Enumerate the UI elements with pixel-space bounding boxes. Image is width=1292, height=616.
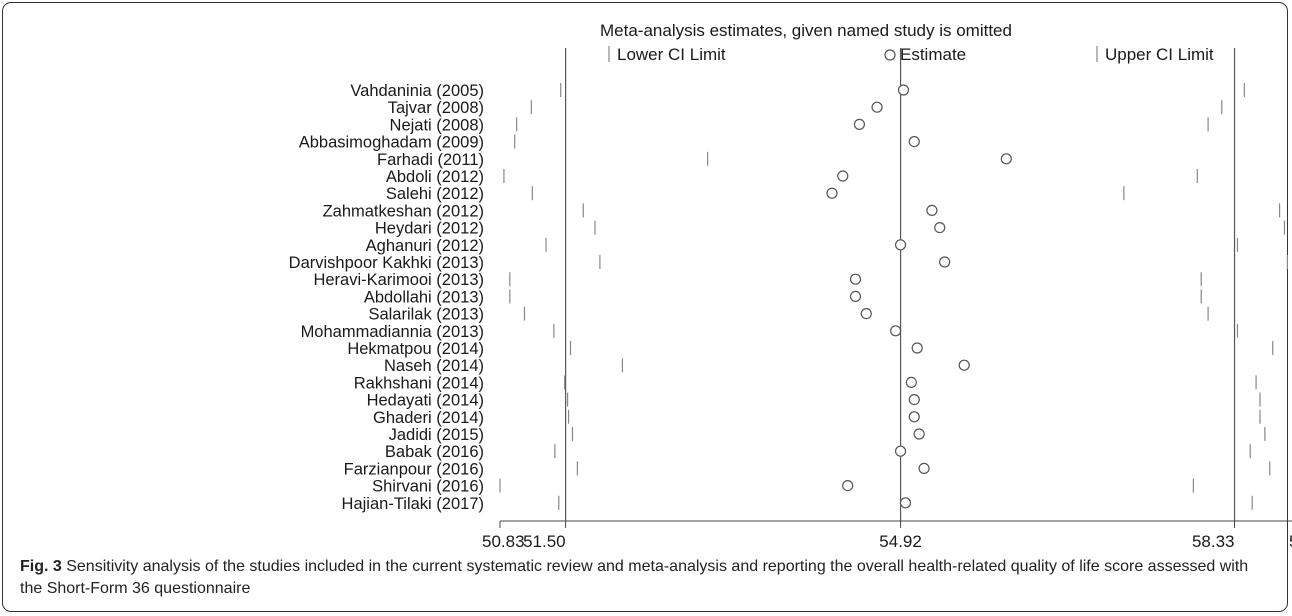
study-row (499, 478, 1194, 493)
study-label: Hajian-Tilaki (2017) (342, 495, 484, 513)
study-label: Hedayati (2014) (367, 392, 484, 410)
estimate-point (908, 394, 920, 406)
chart-title: Meta-analysis estimates, given named stu… (600, 21, 1012, 40)
caption-label: Fig. 3 (20, 558, 62, 575)
study-label: Abbasimoghadam (2009) (299, 134, 484, 152)
estimate-point (894, 445, 907, 457)
estimate-point (958, 359, 970, 371)
study-label: Tajvar (2008) (388, 99, 484, 117)
study-marks (499, 83, 1289, 510)
figure-caption: Fig. 3 Sensitivity analysis of the studi… (20, 556, 1272, 600)
estimate-point (853, 118, 866, 131)
estimate-point (826, 187, 838, 199)
study-label: Ghaderi (2014) (373, 409, 484, 427)
estimate-point (899, 497, 912, 509)
legend-estimate-marker (884, 49, 896, 61)
study-label: Abdoli (2012) (386, 168, 484, 186)
estimate-point (918, 462, 930, 474)
study-row (516, 117, 1209, 132)
study-label: Jadidi (2015) (389, 426, 484, 444)
study-label: Farzianpour (2016) (344, 460, 484, 478)
study-row (576, 461, 1271, 476)
study-row (569, 341, 1274, 355)
estimate-point (908, 411, 920, 423)
study-row (531, 186, 1125, 201)
study-label: Shirvani (2016) (372, 478, 484, 496)
x-tick-label: 59.07 (1289, 532, 1292, 551)
estimate-point (913, 428, 925, 440)
estimate-point (894, 239, 907, 251)
study-row (560, 83, 1245, 97)
estimate-point (849, 273, 862, 285)
study-row (514, 134, 920, 149)
x-tick-label: 50.83 (482, 532, 525, 551)
legend-lower-label: Lower CI Limit (617, 45, 726, 64)
study-label: Salehi (2012) (386, 185, 484, 203)
study-row (582, 203, 1281, 218)
estimate-point (897, 84, 910, 96)
study-row (503, 169, 1198, 183)
estimate-point (934, 222, 946, 234)
study-row (564, 375, 1257, 390)
legend-estimate-label: Estimate (900, 45, 966, 64)
study-row (509, 272, 1202, 287)
estimate-point (905, 376, 917, 388)
caption-text: Sensitivity analysis of the studies incl… (20, 558, 1249, 597)
study-label: Zahmatkeshan (2012) (323, 202, 484, 220)
estimate-point (890, 325, 902, 337)
estimate-point (908, 136, 920, 148)
legend: Lower CI Limit Estimate Upper CI Limit (608, 45, 1214, 64)
study-label: Mohammadiannia (2013) (301, 323, 484, 341)
study-label: Heydari (2012) (375, 220, 484, 238)
study-row (566, 392, 1261, 407)
study-labels: Vahdaninia (2005)Tajvar (2008)Nejati (20… (289, 82, 484, 513)
study-row (553, 323, 1239, 338)
estimate-point (860, 308, 872, 320)
estimate-point (911, 342, 923, 354)
study-row (621, 358, 970, 373)
estimate-point (871, 101, 883, 113)
study-row (571, 427, 1266, 441)
x-tick-label: 51.50 (523, 532, 566, 551)
study-row (707, 151, 1012, 166)
x-tick-label: 58.33 (1192, 532, 1235, 551)
study-row (545, 237, 1239, 252)
study-label: Farhadi (2011) (377, 151, 484, 169)
study-label: Hekmatpou (2014) (347, 340, 484, 358)
estimate-point (837, 170, 849, 182)
study-label: Rakhshani (2014) (354, 374, 484, 392)
study-label: Abdollahi (2013) (364, 288, 484, 306)
estimate-point (939, 256, 951, 268)
estimate-point (849, 290, 862, 302)
study-row (530, 100, 1223, 115)
legend-upper-label: Upper CI Limit (1105, 45, 1214, 64)
x-tick-label: 54.92 (879, 532, 922, 551)
study-row (567, 409, 1261, 424)
study-label: Aghanuri (2012) (366, 237, 484, 255)
study-label: Babak (2016) (385, 443, 484, 461)
study-label: Salarilak (2013) (368, 306, 484, 324)
study-row (599, 255, 1289, 269)
study-label: Heravi-Karimooi (2013) (313, 271, 484, 289)
study-row (523, 306, 1209, 321)
study-row (509, 289, 1202, 304)
sensitivity-chart: Meta-analysis estimates, given named stu… (289, 21, 1292, 551)
estimate-point (842, 480, 854, 492)
study-row (594, 220, 1286, 235)
study-label: Naseh (2014) (384, 357, 484, 375)
study-label: Nejati (2008) (390, 116, 484, 134)
study-row (554, 444, 1251, 459)
study-row (558, 495, 1253, 510)
estimate-point (926, 204, 938, 216)
reference-lines (565, 48, 1236, 521)
study-label: Vahdaninia (2005) (350, 82, 484, 100)
estimate-point (1000, 153, 1012, 165)
study-label: Darvishpoor Kakhki (2013) (289, 254, 484, 272)
